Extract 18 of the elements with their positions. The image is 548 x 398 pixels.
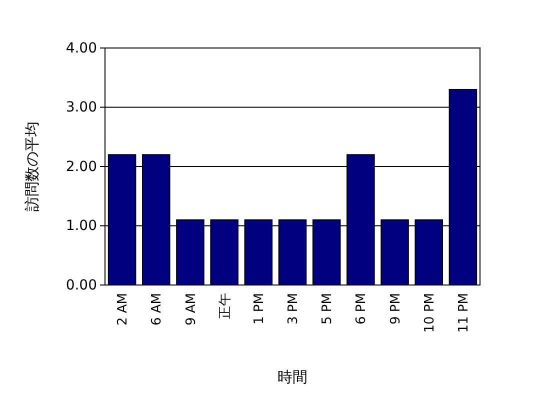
- x-tick-label: 3 PM: [286, 293, 302, 324]
- x-tick-label: 1 PM: [252, 293, 267, 324]
- y-tick-label: 2.00: [66, 158, 97, 175]
- y-tick-label: 1.00: [66, 218, 97, 234]
- y-tick-label: 4.00: [66, 40, 97, 56]
- x-tick-label: 10 PM: [422, 293, 438, 333]
- x-tick-label: 11 PM: [456, 293, 472, 333]
- x-tick-label: 正午: [218, 293, 233, 319]
- y-tick-label: 3.00: [66, 100, 97, 116]
- y-tick-label: 0.00: [66, 277, 97, 294]
- x-tick-label: 9 AM: [184, 293, 199, 326]
- x-axis-title: 時間: [278, 368, 308, 386]
- x-tick-label: 6 PM: [354, 293, 370, 324]
- y-axis-title: 訪問数の平均: [23, 122, 41, 212]
- x-tick-label: 5 PM: [320, 293, 336, 324]
- x-tick-label: 6 AM: [150, 293, 165, 326]
- x-tick-label: 9 PM: [388, 293, 404, 324]
- x-tick-label: 2 AM: [116, 293, 131, 326]
